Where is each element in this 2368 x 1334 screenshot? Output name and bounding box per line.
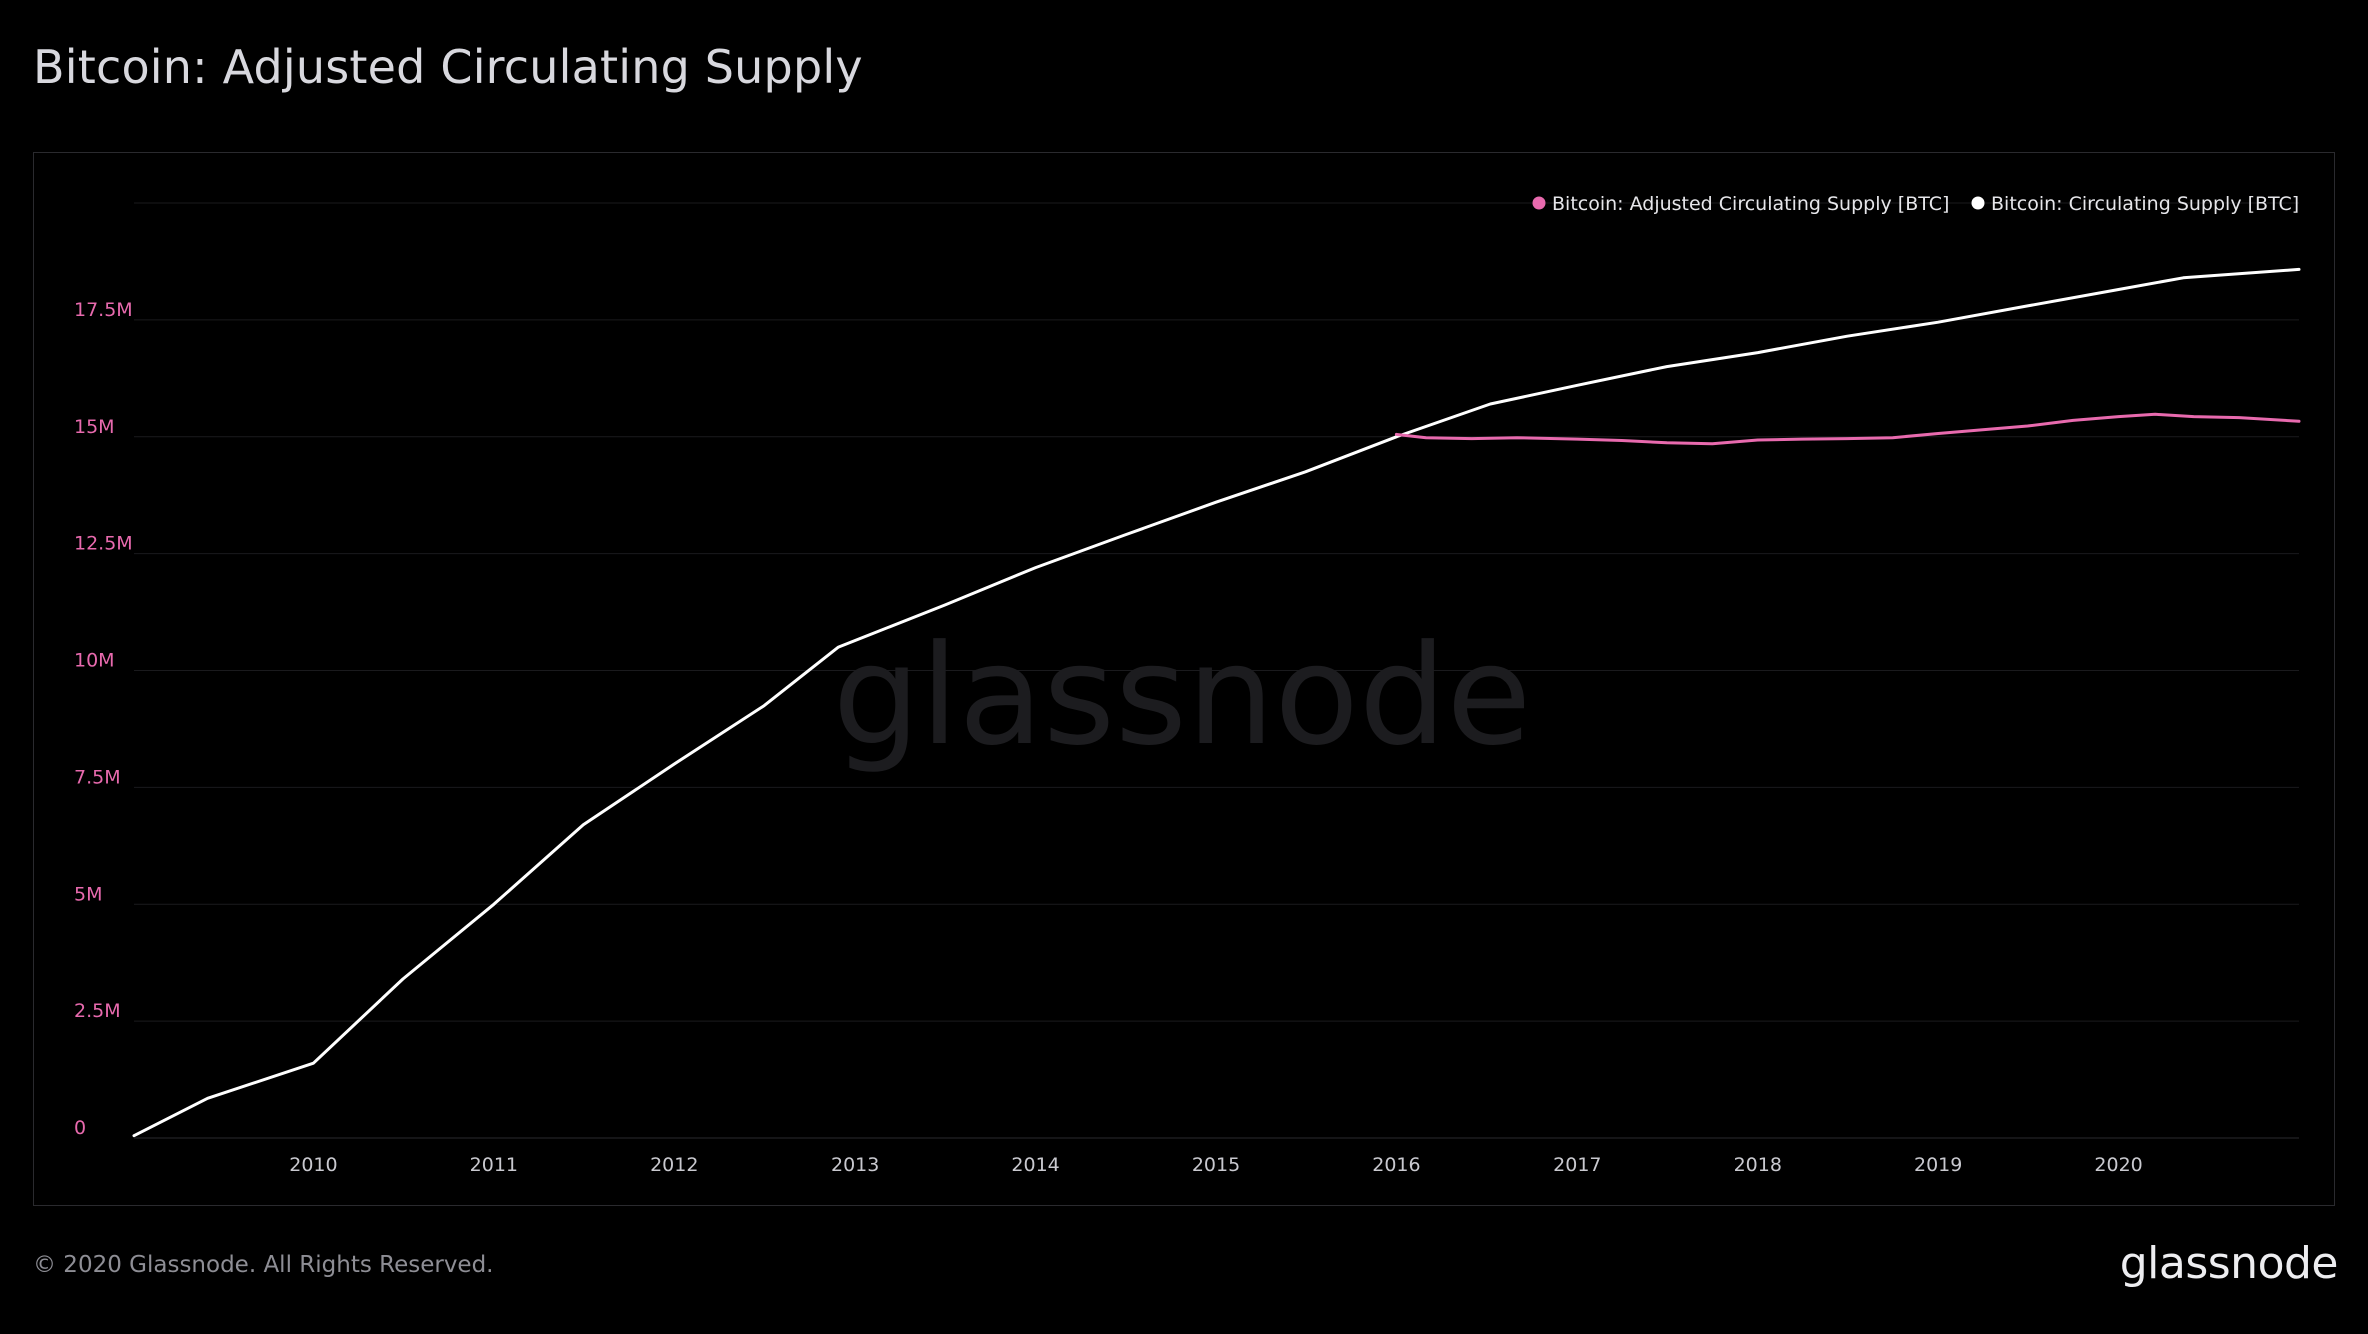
- legend-label-circulating[interactable]: Bitcoin: Circulating Supply [BTC]: [1991, 193, 2299, 215]
- y-tick-label: 15M: [74, 416, 115, 438]
- glassnode-logo[interactable]: glassnode: [2119, 1238, 2339, 1289]
- y-tick-label: 0: [74, 1117, 86, 1139]
- legend-marker-circulating: [1971, 196, 1985, 210]
- copyright-text: © 2020 Glassnode. All Rights Reserved.: [33, 1252, 494, 1278]
- x-tick-label: 2020: [2094, 1154, 2142, 1176]
- series-line-adjusted-supply[interactable]: [1394, 412, 2301, 446]
- x-tick-label: 2017: [1553, 1154, 1601, 1176]
- chart-panel: glassnode 0 2.5M 5M 7.5M 10M 12.5M 15M 17.5M 20…: [33, 152, 2335, 1206]
- legend-label-adjusted[interactable]: Bitcoin: Adjusted Circulating Supply [BT…: [1552, 193, 1949, 215]
- series-lines: [132, 267, 2301, 1138]
- legend-marker-adjusted: [1532, 196, 1546, 210]
- watermark-logo: glassnode: [833, 615, 1532, 776]
- x-tick-label: 2013: [831, 1154, 879, 1176]
- y-tick-label: 17.5M: [74, 299, 133, 321]
- y-tick-label: 7.5M: [74, 766, 121, 788]
- series-line-circulating-supply[interactable]: [132, 267, 2301, 1138]
- x-tick-label: 2010: [289, 1154, 337, 1176]
- x-tick-label: 2019: [1914, 1154, 1962, 1176]
- chart-legend[interactable]: Bitcoin: Adjusted Circulating Supply [BT…: [1532, 193, 2300, 215]
- y-axis-ticks: 0 2.5M 5M 7.5M 10M 12.5M 15M 17.5M: [74, 299, 133, 1139]
- x-tick-label: 2014: [1011, 1154, 1059, 1176]
- x-tick-label: 2015: [1192, 1154, 1240, 1176]
- y-tick-label: 10M: [74, 650, 115, 672]
- y-tick-label: 5M: [74, 883, 102, 905]
- x-tick-label: 2018: [1734, 1154, 1782, 1176]
- chart-svg: glassnode 0 2.5M 5M 7.5M 10M 12.5M 15M 17.5M 20…: [74, 193, 2301, 1176]
- x-tick-label: 2012: [650, 1154, 698, 1176]
- x-axis-ticks: 2010 2011 2012 2013 2014 2015 2016 2017 2018 2019…: [289, 1154, 2143, 1176]
- x-tick-label: 2016: [1372, 1154, 1420, 1176]
- x-tick-label: 2011: [470, 1154, 518, 1176]
- y-tick-label: 2.5M: [74, 1000, 121, 1022]
- y-tick-label: 12.5M: [74, 533, 133, 555]
- page-title: Bitcoin: Adjusted Circulating Supply: [33, 40, 863, 94]
